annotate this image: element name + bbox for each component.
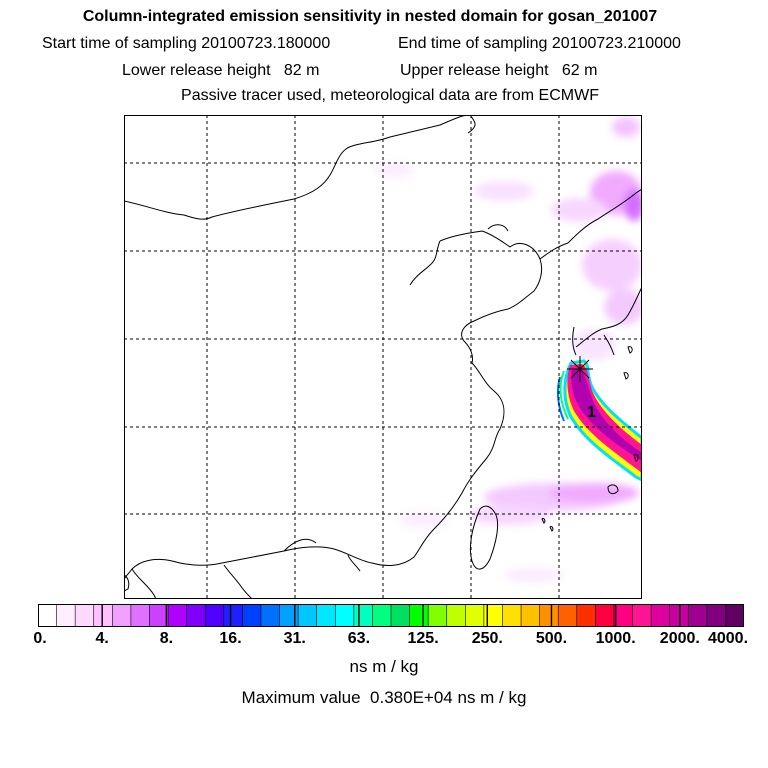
colorbar-swatch [372,604,392,627]
colorbar-swatch [595,604,615,627]
colorbar-swatch [260,604,281,627]
colorbar-tick-label: 2000. [659,630,700,647]
colorbar-swatch [74,604,95,627]
trajectory-label: 1 [587,404,596,421]
tracer-note: Passive tracer used, meteorological data… [181,87,599,104]
colorbar-tick-label: 4. [95,630,109,647]
colorbar-swatch [390,604,411,627]
colorbar-swatch [465,604,485,627]
colorbar-swatch [427,604,448,627]
lower-release-height: Lower release height 82 m [122,62,320,79]
colorbar-units: ns m / kg [349,657,419,676]
coastlines [124,115,642,599]
colorbar-swatch [725,604,744,627]
colorbar-swatch [316,604,337,627]
colorbar-swatch [297,604,318,627]
colorbar-swatch [204,604,225,627]
colorbar-border [38,604,744,627]
colorbar-swatch [446,604,467,627]
colorbar-swatch [167,604,188,627]
colorbar-swatch [334,604,355,627]
upper-release-height: Upper release height 62 m [400,62,598,79]
colorbar-tick-label: 1000. [595,630,636,647]
receptor-marker [567,356,593,382]
colorbar-swatch [520,604,541,627]
colorbar [38,604,744,627]
colorbar-tick-label: 0. [33,630,47,647]
colorbar-swatch [539,604,560,627]
colorbar-swatch [353,604,374,627]
lat-lon-grid [124,115,642,599]
colorbar-swatch [650,604,671,627]
colorbar-swatch [687,604,708,627]
plot-title: Column-integrated emission sensitivity i… [82,8,658,25]
colorbar-swatch [223,604,244,627]
colorbar-swatch [557,604,578,627]
start-time: Start time of sampling 20100723.180000 [42,35,331,52]
colorbar-swatch [56,604,76,627]
colorbar-swatch [706,604,727,627]
colorbar-tick-label: 4000. [707,630,749,647]
colorbar-swatch [502,604,522,627]
colorbar-swatch [242,604,262,627]
sensitivity-map: 1 [124,115,642,599]
end-time: End time of sampling 20100723.210000 [398,35,681,52]
colorbar-tick-label: 250. [471,630,503,647]
colorbar-tick-label: 31. [283,630,306,647]
colorbar-swatch [186,604,207,627]
colorbar-tick-label: 125. [407,630,439,647]
colorbar-swatch [93,604,114,627]
colorbar-swatch [576,604,597,627]
colorbar-swatch [112,604,132,627]
colorbar-tick-label: 500. [535,630,568,647]
maximum-value: Maximum value 0.380E+04 ns m / kg [241,688,527,707]
map-frame [124,115,642,599]
colorbar-swatch [409,604,429,627]
colorbar-tick-label: 16. [219,630,242,647]
colorbar-swatch [38,604,58,627]
colorbar-swatch [613,604,634,627]
colorbar-tick-label: 63. [347,630,371,647]
colorbar-swatch [632,604,652,627]
colorbar-tick-label: 8. [159,630,174,647]
colorbar-swatch [130,604,151,627]
colorbar-swatch [279,604,299,627]
